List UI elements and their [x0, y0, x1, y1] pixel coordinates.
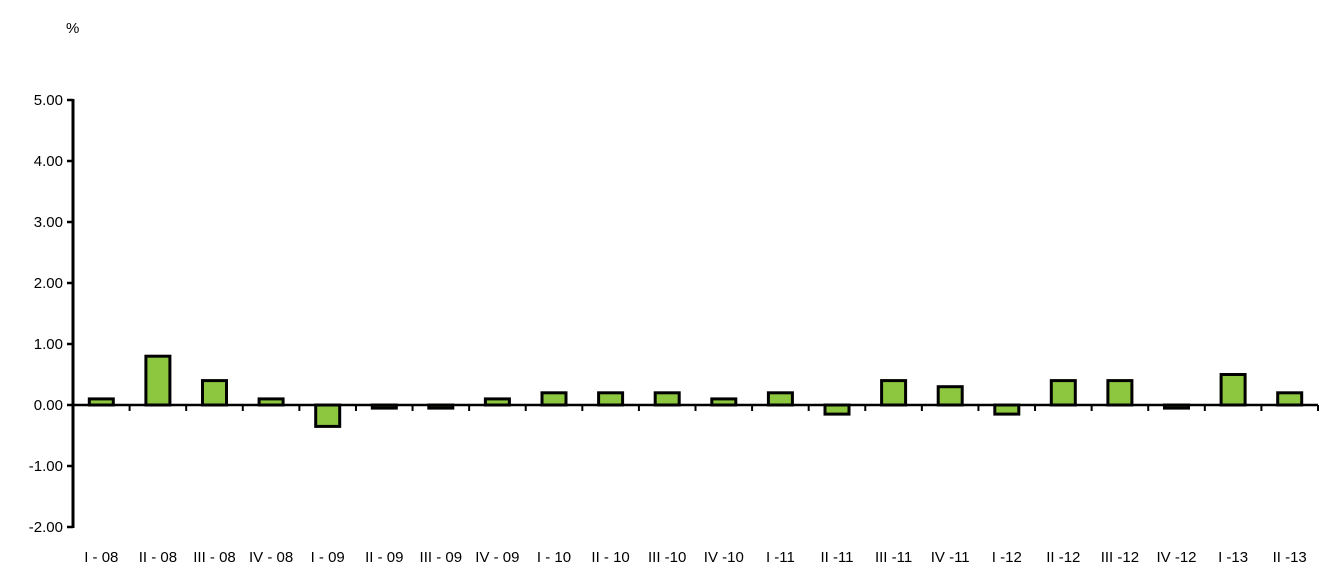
bar [823, 403, 851, 416]
x-tick-label: III -10 [648, 549, 686, 566]
bar [201, 379, 228, 407]
bar [1106, 379, 1134, 407]
x-tick-label: I - 08 [84, 549, 118, 566]
bar [314, 403, 342, 428]
y-tick-label: 0.00 [34, 397, 63, 414]
y-tick-label: -2.00 [29, 519, 63, 536]
x-tick-label: III -12 [1101, 549, 1139, 566]
bar [1219, 373, 1247, 407]
bar [597, 391, 625, 407]
axes-layer [67, 98, 1319, 529]
bar [1049, 379, 1077, 407]
x-tick-label: III - 08 [193, 549, 236, 566]
x-tick-label: I -13 [1218, 549, 1248, 566]
bar [653, 391, 681, 407]
bar [1276, 391, 1304, 407]
x-tick-label: IV - 08 [249, 549, 293, 566]
x-tick-label: III - 09 [420, 549, 463, 566]
y-tick-label: 1.00 [34, 336, 63, 353]
y-tick-label: 4.00 [34, 153, 63, 170]
x-tick-label: IV - 09 [475, 549, 519, 566]
x-tick-label: I -12 [992, 549, 1022, 566]
x-tick-label: II -12 [1046, 549, 1080, 566]
x-tick-label: IV -12 [1156, 549, 1196, 566]
bar [880, 379, 908, 407]
x-tick-label: IV -10 [704, 549, 744, 566]
bar [540, 391, 568, 407]
x-tick-label: II -13 [1273, 549, 1307, 566]
x-tick-label: II -11 [820, 549, 853, 566]
bar [766, 391, 794, 407]
y-tick-label: 3.00 [34, 214, 63, 231]
bar [993, 403, 1021, 416]
labels-layer: 5.00 4.00 3.00 2.00 1.00 0.00 -1.00 -2.00 I - 08… [29, 92, 1307, 566]
x-tick-label: I -11 [766, 549, 795, 566]
x-tick-label: III -11 [875, 549, 912, 566]
y-tick-label: 2.00 [34, 275, 63, 292]
x-tick-label: II - 08 [139, 549, 177, 566]
bars-layer [87, 354, 1304, 428]
x-tick-label: II - 10 [591, 549, 629, 566]
y-tick-label: 5.00 [34, 92, 63, 109]
bar [144, 354, 172, 407]
y-unit-label: % [66, 20, 79, 37]
bar [936, 385, 964, 407]
x-tick-label: I - 10 [537, 549, 571, 566]
x-tick-label: I - 09 [311, 549, 345, 566]
x-tick-label: IV -11 [931, 549, 970, 566]
x-tick-label: II - 09 [365, 549, 403, 566]
y-tick-label: -1.00 [29, 458, 63, 475]
